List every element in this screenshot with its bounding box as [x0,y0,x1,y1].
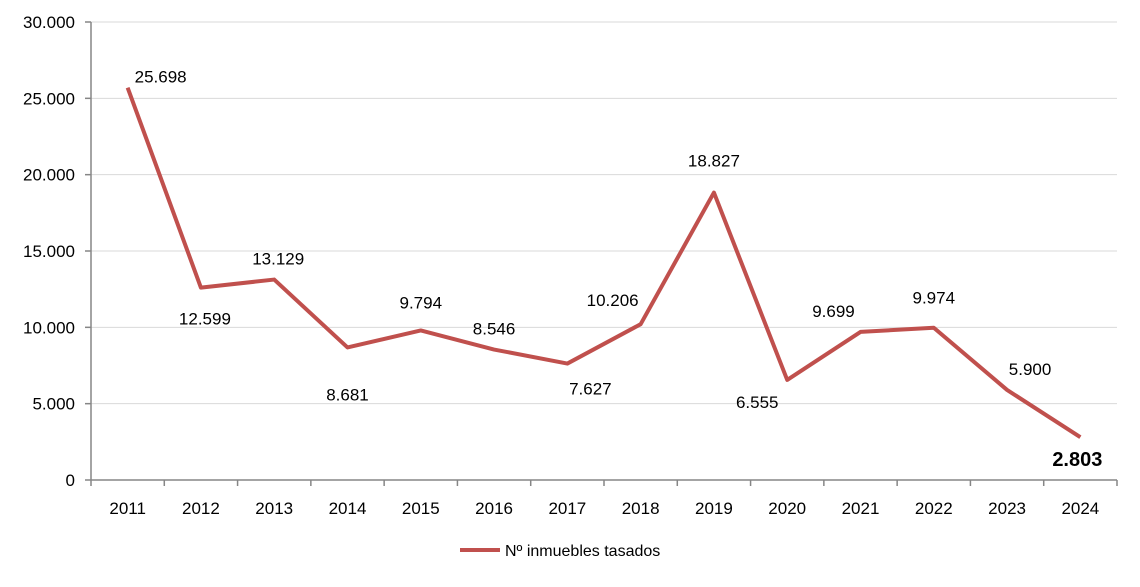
data-label: 13.129 [252,250,304,269]
x-tick-label: 2012 [182,499,220,518]
x-tick-label: 2013 [255,499,293,518]
data-labels: 25.698 12.599 13.129 8.681 9.794 8.546 7.627 10… [135,68,1103,472]
x-tick-label: 2021 [842,499,880,518]
x-tick-label: 2011 [109,499,146,518]
gridlines [91,21,1117,405]
y-tick-label: 30.000 [23,13,75,32]
legend: Nº inmuebles tasados [460,543,660,560]
data-label: 9.699 [812,302,855,321]
x-tick-label: 2022 [915,499,953,518]
x-tick-label: 2019 [695,499,733,518]
y-tick-label: 25.000 [23,89,75,108]
x-axis-tick-labels: 2011 2012 2013 2014 2015 2016 2017 2018 2019 2020… [109,499,1099,518]
y-tick-label: 10.000 [23,318,75,337]
y-tick-label: 20.000 [23,166,75,185]
legend-label: Nº inmuebles tasados [505,543,660,560]
data-label: 18.827 [688,152,740,171]
series-line-inmuebles [125,86,1082,439]
x-tick-label: 2024 [1061,499,1099,518]
data-label: 2.803 [1052,449,1102,471]
data-label: 6.555 [736,393,779,412]
data-label: 5.900 [1009,360,1052,379]
x-tick-label: 2018 [622,499,660,518]
data-label: 8.681 [326,385,369,404]
x-tick-label: 2017 [548,499,586,518]
data-label: 9.974 [913,289,956,308]
y-tick-label: 5.000 [32,395,75,414]
x-tick-label: 2023 [988,499,1026,518]
data-label: 9.794 [400,293,443,312]
x-tick-label: 2016 [475,499,513,518]
axes [85,21,1118,486]
data-label: 10.206 [587,291,639,310]
data-label: 8.546 [473,320,516,339]
x-tick-label: 2014 [329,499,367,518]
data-label: 25.698 [135,68,187,87]
data-label: 12.599 [179,310,231,329]
y-tick-label: 0 [66,471,75,490]
x-tick-label: 2015 [402,499,440,518]
y-tick-label: 15.000 [23,242,75,261]
x-tick-label: 2020 [768,499,806,518]
y-axis-tick-labels: 0 5.000 10.000 15.000 20.000 25.000 30.000 [23,13,75,490]
series-line [125,86,1082,439]
data-label: 7.627 [569,380,612,399]
